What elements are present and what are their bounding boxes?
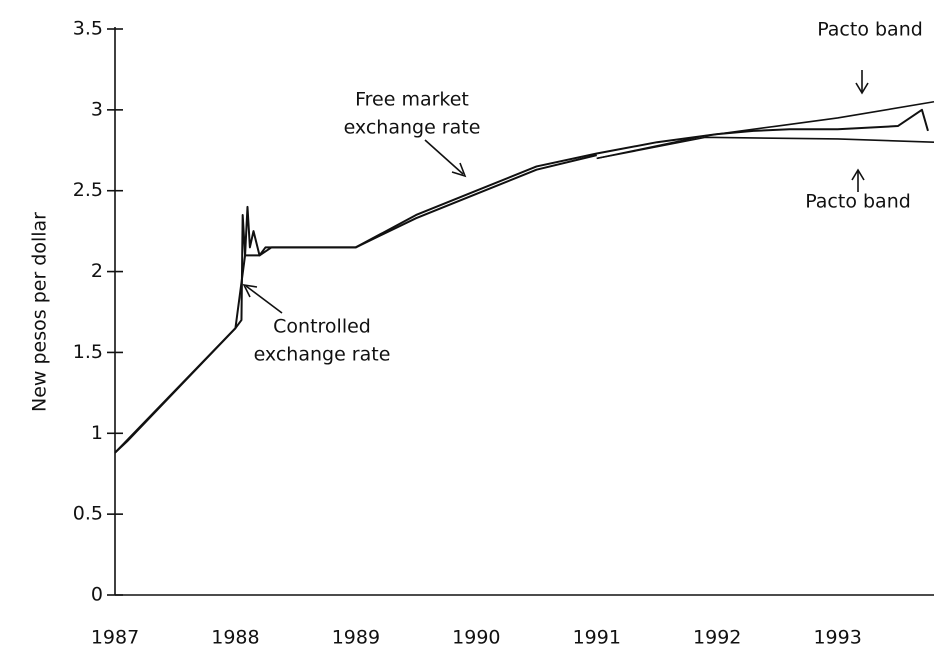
x-tick-label: 1990: [452, 627, 500, 649]
x-tick-label: 1992: [693, 627, 741, 649]
y-tick-label: 2: [91, 260, 103, 282]
annotation: exchange rate: [344, 117, 481, 139]
line: [114, 154, 597, 454]
y-tick-label: 1: [91, 422, 103, 444]
x-tick-label: 1989: [332, 627, 380, 649]
y-tick-label: 1.5: [73, 341, 103, 363]
x-tick-label: 1993: [813, 627, 861, 649]
x-tick-label: 1988: [211, 627, 259, 649]
y-tick-label: 2.5: [73, 179, 103, 201]
arrow-head: [451, 162, 467, 178]
arrow: [245, 285, 283, 314]
annotation: Free market: [355, 89, 469, 111]
y-tick-label: 0: [91, 584, 103, 606]
y-axis-label: New pesos per dollar: [29, 212, 51, 412]
line: [596, 100, 935, 160]
arrow-head: [851, 168, 865, 181]
annotation: Controlled: [273, 316, 371, 338]
x-tick-label: 1991: [573, 627, 621, 649]
y-tick-label: 0.5: [73, 503, 103, 525]
arrow-head: [855, 82, 869, 95]
line: [596, 136, 935, 160]
y-tick-label: 3: [91, 98, 103, 120]
line: [114, 108, 929, 454]
y-tick-label: 3.5: [73, 18, 103, 40]
x-tick-label: 1987: [91, 627, 139, 649]
arrow-head: [242, 283, 258, 298]
annotation: Pacto band: [817, 19, 923, 41]
annotation: Pacto band: [805, 191, 911, 213]
arrow: [424, 139, 464, 175]
annotation: exchange rate: [254, 344, 391, 366]
